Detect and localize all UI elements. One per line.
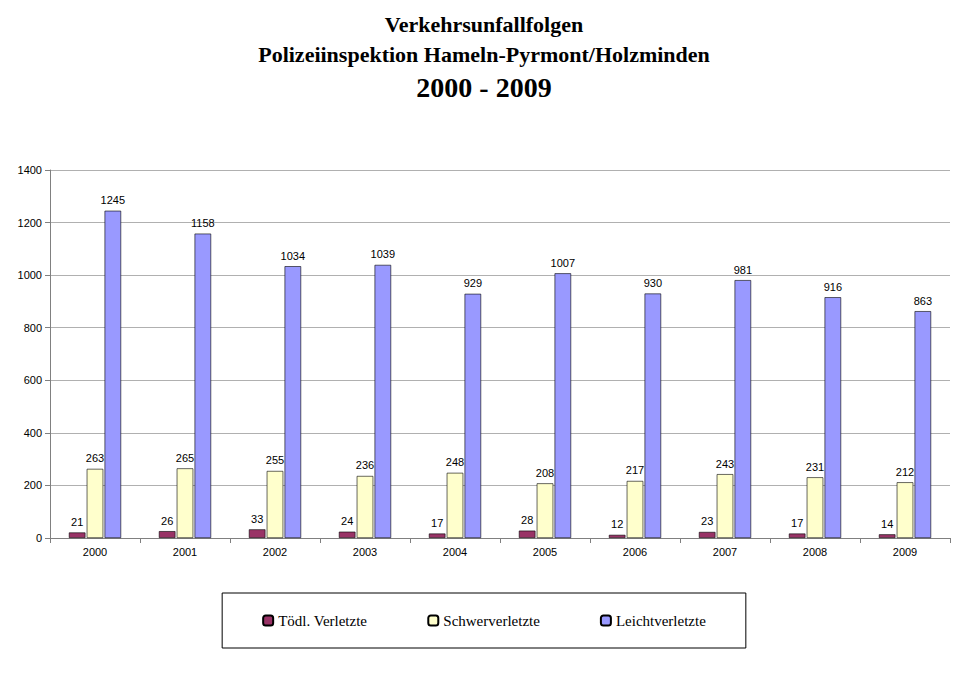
svg-text:265: 265 (176, 452, 194, 464)
svg-text:Schwerverletzte: Schwerverletzte (443, 613, 540, 629)
svg-text:212: 212 (896, 466, 914, 478)
svg-text:2009: 2009 (893, 546, 917, 558)
svg-text:2000: 2000 (83, 546, 107, 558)
svg-text:255: 255 (266, 454, 284, 466)
svg-text:33: 33 (251, 513, 263, 525)
svg-text:916: 916 (824, 281, 842, 293)
svg-text:1039: 1039 (371, 248, 395, 260)
svg-text:26: 26 (161, 515, 173, 527)
svg-text:981: 981 (734, 264, 752, 276)
svg-text:17: 17 (431, 517, 443, 529)
svg-text:0: 0 (36, 532, 42, 544)
svg-text:2008: 2008 (803, 546, 827, 558)
svg-text:14: 14 (881, 518, 893, 530)
svg-text:2003: 2003 (353, 546, 377, 558)
svg-text:Verkehrsunfallfolgen: Verkehrsunfallfolgen (385, 12, 583, 37)
svg-text:2007: 2007 (713, 546, 737, 558)
svg-text:263: 263 (86, 452, 104, 464)
svg-text:24: 24 (341, 515, 353, 527)
svg-text:400: 400 (24, 427, 42, 439)
svg-text:23: 23 (701, 515, 713, 527)
svg-text:863: 863 (914, 295, 932, 307)
svg-text:Leichtverletzte: Leichtverletzte (616, 613, 706, 629)
svg-text:1158: 1158 (191, 217, 215, 229)
svg-text:1245: 1245 (101, 194, 125, 206)
svg-text:217: 217 (626, 464, 644, 476)
svg-text:1034: 1034 (281, 250, 305, 262)
svg-text:236: 236 (356, 459, 374, 471)
svg-text:Tödl. Verletzte: Tödl. Verletzte (278, 613, 367, 629)
svg-text:2002: 2002 (263, 546, 287, 558)
svg-text:600: 600 (24, 374, 42, 386)
svg-text:1000: 1000 (18, 269, 42, 281)
svg-text:12: 12 (611, 518, 623, 530)
svg-text:1400: 1400 (18, 164, 42, 176)
svg-text:929: 929 (464, 277, 482, 289)
svg-text:243: 243 (716, 458, 734, 470)
svg-text:Polizeiinspektion Hameln-Pyrmo: Polizeiinspektion Hameln-Pyrmont/Holzmin… (258, 42, 710, 67)
svg-text:200: 200 (24, 479, 42, 491)
svg-text:1200: 1200 (18, 217, 42, 229)
svg-text:1007: 1007 (551, 257, 575, 269)
svg-text:231: 231 (806, 461, 824, 473)
svg-text:930: 930 (644, 277, 662, 289)
svg-text:248: 248 (446, 456, 464, 468)
svg-text:17: 17 (791, 517, 803, 529)
svg-text:208: 208 (536, 467, 554, 479)
svg-text:28: 28 (521, 514, 533, 526)
svg-text:2004: 2004 (443, 546, 467, 558)
svg-text:21: 21 (71, 516, 83, 528)
svg-text:2001: 2001 (173, 546, 197, 558)
svg-text:800: 800 (24, 322, 42, 334)
svg-text:2005: 2005 (533, 546, 557, 558)
svg-text:2000 - 2009: 2000 - 2009 (416, 72, 551, 103)
svg-text:2006: 2006 (623, 546, 647, 558)
